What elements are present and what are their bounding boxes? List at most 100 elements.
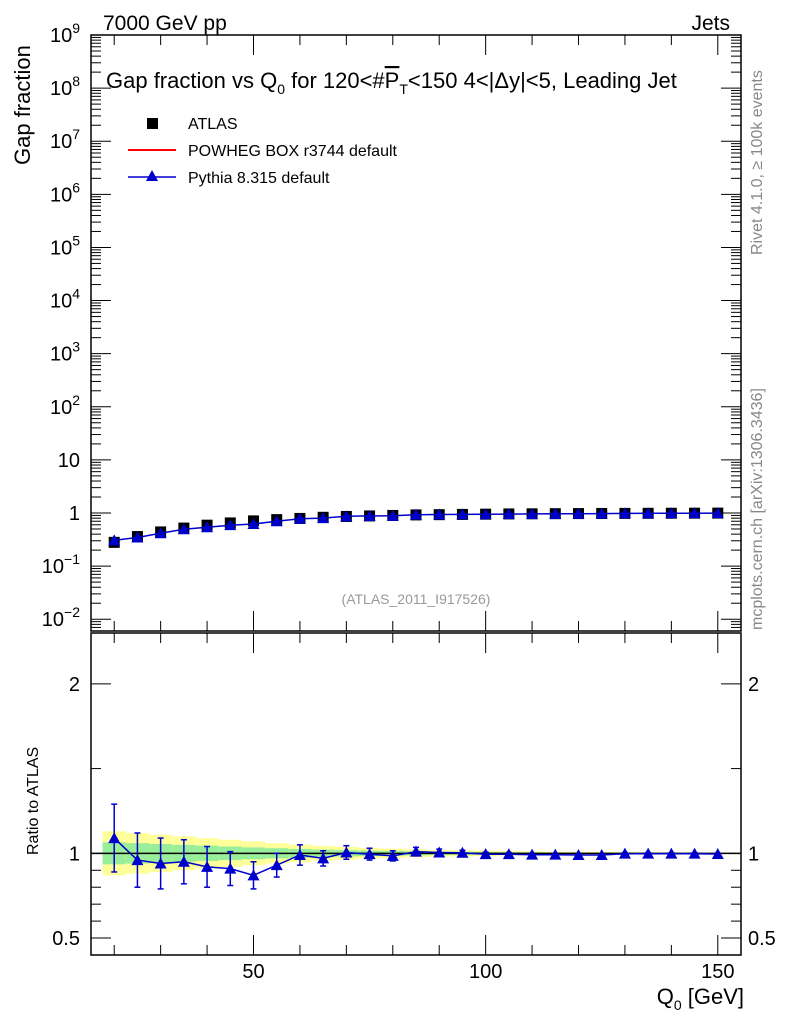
ratio-pythia-point (410, 845, 422, 857)
pythia-point (247, 518, 260, 530)
xtick-label: 100 (469, 961, 502, 983)
main-ytick-label: 104 (50, 286, 80, 313)
pythia-point (293, 512, 306, 524)
ratio-pythia-point (108, 832, 121, 844)
ratio-pythia-point (177, 855, 190, 867)
x-axis-label: Q0 [GeV] (657, 984, 744, 1013)
ratio-pythia-point (618, 847, 631, 859)
ratio-pythia-point (572, 849, 585, 861)
chart-title: Gap fraction vs Q0 for 120<#PT<150 4<|Δy… (106, 68, 677, 97)
pythia-point (154, 527, 167, 539)
ratio-pythia-point (665, 847, 678, 859)
main-ytick-label-base: 10 (50, 131, 72, 153)
pythia-point (386, 509, 399, 521)
ratio-pythia-point (154, 857, 167, 869)
header-left: 7000 GeV pp (103, 12, 227, 35)
ratio-ytick-label-right: 1 (748, 843, 759, 865)
ratio-frame (90, 632, 742, 956)
analysis-id: (ATLAS_2011_I917526) (342, 591, 491, 607)
x-axis-label-sub: 0 (674, 997, 682, 1013)
main-ytick-label: 10−1 (42, 551, 80, 578)
legend-atlas-label: ATLAS (188, 116, 238, 133)
main-ytick-label-exp: 2 (72, 392, 80, 408)
main-ytick-label-base: 10 (58, 450, 80, 472)
main-ytick-label: 105 (50, 232, 80, 259)
ratio-pythia-point (456, 846, 469, 858)
ratio-ytick-label: 2 (69, 674, 80, 696)
main-ytick-label-base: 10 (42, 556, 64, 578)
ratio-pythia-point (549, 848, 562, 860)
main-ytick-label-exp: 5 (72, 232, 80, 248)
main-ytick-label: 1 (69, 503, 80, 525)
ratio-ytick-label: 0.5 (52, 928, 80, 950)
main-ytick-label: 10−2 (42, 604, 80, 631)
main-ytick-label: 103 (50, 339, 80, 366)
legend-powheg-label: POWHEG BOX r3744 default (188, 143, 398, 160)
main-ytick-label: 109 (50, 20, 80, 47)
main-ytick-label-exp: 4 (72, 286, 80, 302)
x-axis-label-main: Q (657, 984, 674, 1009)
main-ytick-label-base: 10 (50, 78, 72, 100)
main-ytick-label: 10 (58, 450, 80, 472)
ratio-pythia-point (293, 849, 306, 861)
main-ytick-label-base: 10 (50, 291, 72, 313)
legend-atlas-marker (147, 118, 158, 129)
title-prefix: Gap fraction vs Q (106, 68, 277, 93)
title-var-sub: T (399, 81, 408, 97)
pythia-point (340, 510, 353, 522)
main-ytick-label-exp: −2 (64, 604, 80, 620)
pythia-point (433, 508, 446, 520)
ratio-pythia-point (642, 847, 655, 859)
main-ytick-label-base: 10 (42, 609, 64, 631)
title-mid: for 120<# (285, 68, 385, 93)
pythia-point (270, 515, 283, 527)
ratio-pythia-point (433, 846, 446, 858)
ratio-pythia-point (526, 848, 539, 860)
pythia-point (502, 508, 515, 520)
ratio-pythia-point (711, 847, 724, 859)
title-prefix-sub: 0 (277, 81, 285, 97)
ratio-ylabel: Ratio to ATLAS (25, 747, 42, 855)
pythia-point (595, 507, 608, 519)
ratio-pythia-point (363, 848, 376, 860)
main-ytick-label-base: 1 (69, 503, 80, 525)
pythia-point (711, 507, 724, 519)
ratio-ytick-label: 1 (69, 843, 80, 865)
main-ytick-label-exp: 6 (72, 179, 80, 195)
ratio-ytick-label-right: 0.5 (748, 928, 776, 950)
main-ytick-label-exp: 8 (72, 73, 80, 89)
pythia-point (456, 508, 469, 520)
pythia-point (363, 509, 376, 521)
ratio-xtick-labels: 50 100 150 (242, 961, 734, 983)
ratio-pythia-point (340, 846, 353, 858)
ratio-pythia-point (386, 849, 399, 861)
pythia-point (201, 521, 214, 533)
legend: ATLAS POWHEG BOX r3744 default Pythia 8.… (128, 116, 398, 187)
ratio-pythia-point (201, 860, 214, 872)
main-ytick-label: 108 (50, 73, 80, 100)
ratio-data (108, 803, 724, 890)
ratio-ytick-labels-right: 0.5 1 2 (748, 674, 776, 950)
main-ytick-label-base: 10 (50, 237, 72, 259)
rivet-note: Rivet 4.1.0, ≥ 100k events (749, 70, 766, 255)
main-frame (90, 34, 742, 632)
pythia-point (618, 507, 631, 519)
ratio-ytick-labels: 0.5 1 2 (52, 674, 80, 950)
x-axis-label-unit: [GeV] (682, 984, 744, 1009)
ratio-pythia-point (131, 854, 144, 866)
pythia-point (108, 534, 121, 546)
pythia-point (549, 507, 562, 519)
ratio-panel: 0.5 1 2 0.5 1 2 50 100 150 Ratio to ATLAS Q0 [… (25, 632, 776, 1013)
pythia-point (131, 531, 144, 543)
ratio-pythia-point (595, 849, 608, 861)
ratio-pythia-point (270, 859, 283, 871)
main-ytick-label: 106 (50, 179, 80, 206)
pythia-point (224, 519, 237, 531)
main-ylabel: Gap fraction (10, 45, 35, 165)
ratio-pythia-point (247, 869, 260, 881)
ratio-pythia-point (479, 848, 492, 860)
pythia-point (479, 508, 492, 520)
ratio-pythia-point (502, 848, 515, 860)
